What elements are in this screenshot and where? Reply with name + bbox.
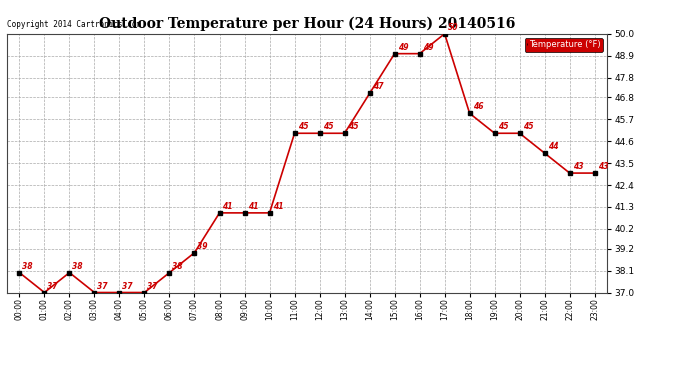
Text: 45: 45 xyxy=(322,122,333,131)
Text: 45: 45 xyxy=(497,122,508,131)
Text: 45: 45 xyxy=(297,122,308,131)
Text: 38: 38 xyxy=(72,262,83,271)
Text: 37: 37 xyxy=(148,282,158,291)
Text: Copyright 2014 Cartronics.com: Copyright 2014 Cartronics.com xyxy=(7,20,141,28)
Text: 43: 43 xyxy=(573,162,583,171)
Text: 45: 45 xyxy=(348,122,358,131)
Text: 37: 37 xyxy=(97,282,108,291)
Title: Outdoor Temperature per Hour (24 Hours) 20140516: Outdoor Temperature per Hour (24 Hours) … xyxy=(99,17,515,31)
Text: 49: 49 xyxy=(397,43,408,52)
Text: 49: 49 xyxy=(422,43,433,52)
Text: 50: 50 xyxy=(448,23,458,32)
Text: 37: 37 xyxy=(122,282,133,291)
Text: 45: 45 xyxy=(522,122,533,131)
Text: 41: 41 xyxy=(273,202,283,211)
Text: 43: 43 xyxy=(598,162,608,171)
Text: 39: 39 xyxy=(197,242,208,251)
Text: 41: 41 xyxy=(248,202,258,211)
Text: 38: 38 xyxy=(22,262,33,271)
Text: 37: 37 xyxy=(48,282,58,291)
Text: 44: 44 xyxy=(548,142,558,151)
Text: 47: 47 xyxy=(373,82,383,92)
Legend: Temperature (°F): Temperature (°F) xyxy=(524,38,603,52)
Text: 41: 41 xyxy=(222,202,233,211)
Text: 38: 38 xyxy=(172,262,183,271)
Text: 46: 46 xyxy=(473,102,483,111)
